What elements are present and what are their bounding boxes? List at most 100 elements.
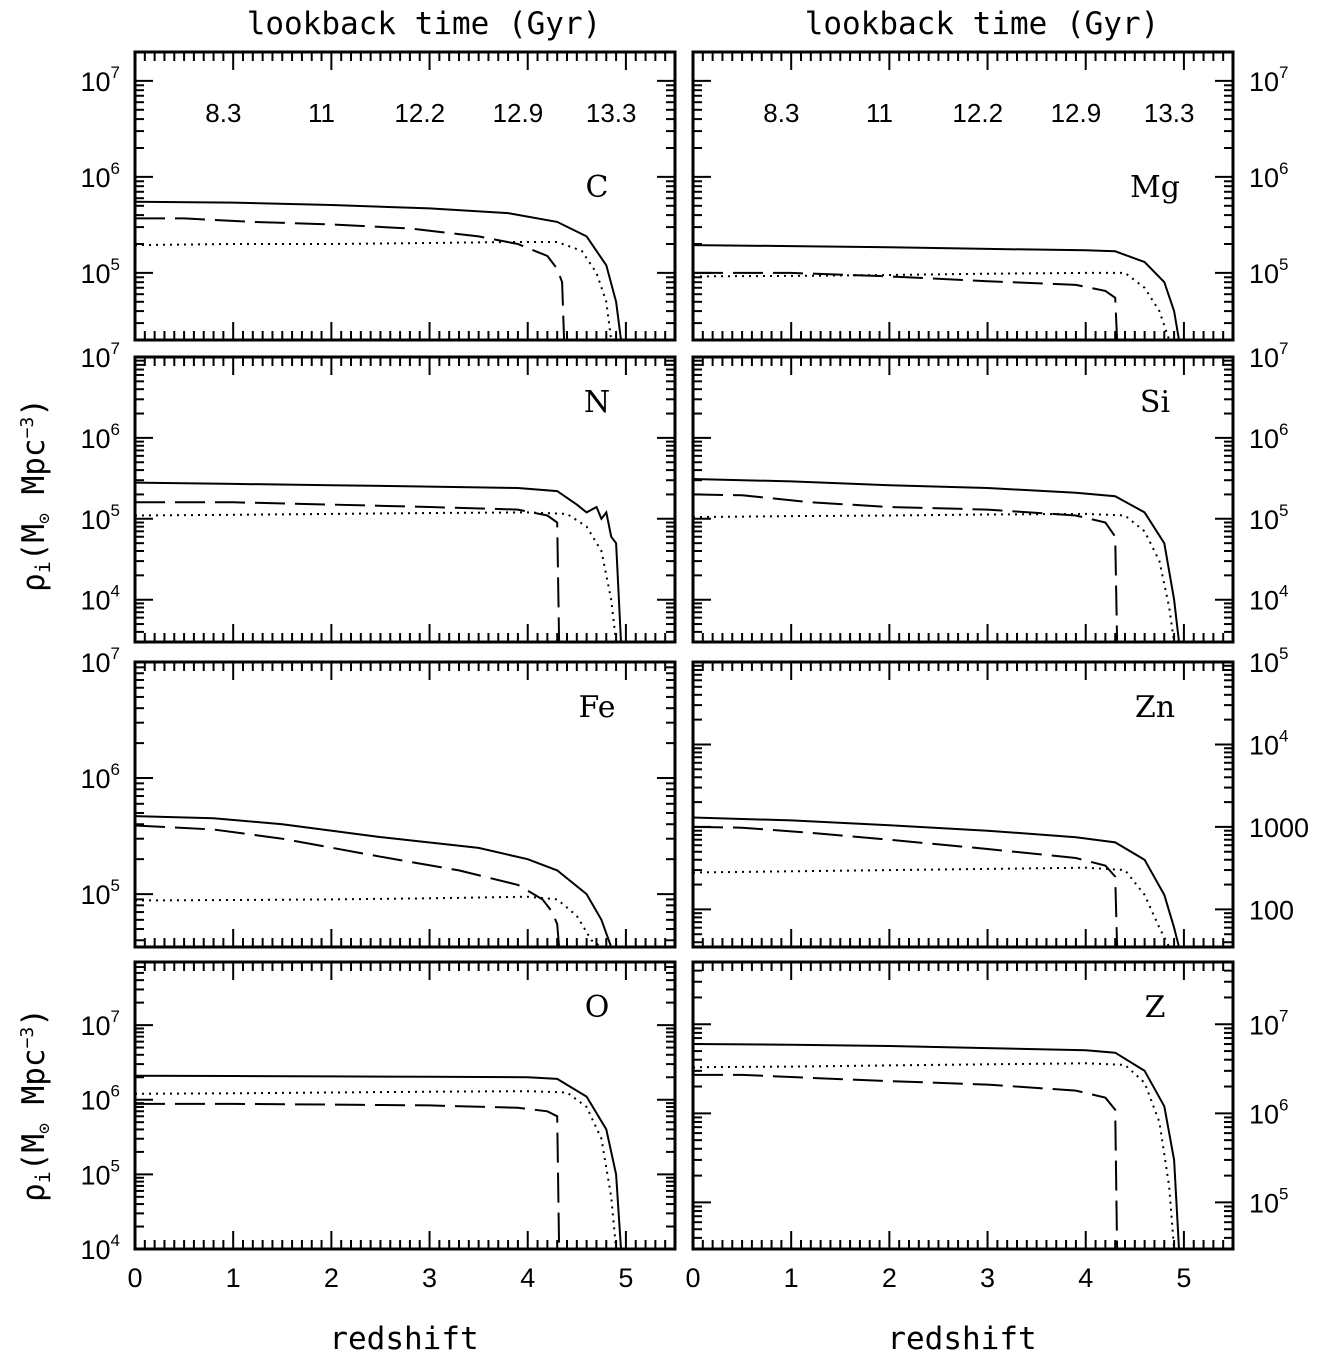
y-tick-label-exponent: 5 xyxy=(111,255,120,274)
ylabel-subscript: i xyxy=(31,1171,55,1183)
element-label: C xyxy=(586,170,609,205)
ylabel-subscript: i xyxy=(31,561,55,573)
y-tick-label-exponent: 6 xyxy=(111,760,120,779)
series-line-solid xyxy=(693,244,1180,340)
y-tick-label-base: 100 xyxy=(1249,895,1294,925)
y-tick-label-exponent: 7 xyxy=(1279,1006,1288,1025)
lookback-time-label: 11 xyxy=(308,98,335,128)
x-tick-label: 2 xyxy=(324,1263,339,1293)
series-line-dotted xyxy=(693,512,1176,642)
y-tick-label-exponent: 6 xyxy=(1279,159,1288,178)
y-tick-label: 106 xyxy=(80,1082,120,1116)
ylabel-exponent: −3 xyxy=(17,1027,38,1049)
y-tick-label: 104 xyxy=(80,1231,120,1265)
panel-frame xyxy=(133,660,677,949)
bottom-axis-title-right: redshift xyxy=(887,1321,1036,1357)
series-line-dotted xyxy=(693,1062,1176,1249)
ylabel-unit-open: (M xyxy=(16,1134,52,1171)
y-tick-label-exponent: 6 xyxy=(1279,1095,1288,1114)
y-tick-label: 104 xyxy=(1249,726,1289,760)
series-line-dotted xyxy=(693,866,1171,947)
y-tick-label-exponent: 4 xyxy=(111,582,120,601)
y-tick-label: 105 xyxy=(80,1156,120,1190)
y-tick-label: 106 xyxy=(1249,1095,1289,1129)
y-tick-label-exponent: 7 xyxy=(111,63,120,82)
panel-frame xyxy=(691,355,1235,644)
element-label: Mg xyxy=(1130,170,1180,205)
y-tick-label-exponent: 4 xyxy=(1279,582,1288,601)
series-line-solid xyxy=(693,816,1180,947)
y-tick-label: 107 xyxy=(1249,339,1289,373)
y-axis-title-upper: ρi(M⊙ Mpc−3) xyxy=(16,398,55,592)
y-tick-label: 100 xyxy=(1249,895,1294,925)
y-tick-label-exponent: 6 xyxy=(111,159,120,178)
y-tick-label: 105 xyxy=(1249,1184,1289,1218)
series-line-dotted xyxy=(135,511,618,642)
panel-frame xyxy=(691,50,1235,342)
lookback-time-label: 13.3 xyxy=(1144,98,1195,128)
y-tick-label: 104 xyxy=(80,582,120,616)
lookback-time-label: 13.3 xyxy=(586,98,637,128)
series-line-solid xyxy=(693,1043,1180,1249)
y-tick-label: 106 xyxy=(1249,420,1289,454)
x-tick-label: 0 xyxy=(127,1263,142,1293)
y-tick-label: 105 xyxy=(1249,501,1289,535)
y-tick-label-base: 10 xyxy=(1249,163,1279,193)
series-line-solid xyxy=(135,815,613,947)
y-axis-title-lower: ρi(M⊙ Mpc−3) xyxy=(16,1008,55,1202)
series-line-dashed xyxy=(693,825,1119,947)
x-tick-label: 4 xyxy=(520,1263,535,1293)
y-tick-label-base: 10 xyxy=(80,163,110,193)
y-tick-label: 107 xyxy=(80,1007,120,1041)
x-tick-label: 0 xyxy=(685,1263,700,1293)
y-tick-label: 106 xyxy=(80,159,120,193)
y-tick-label-base: 10 xyxy=(1249,1010,1279,1040)
series-line-dotted xyxy=(693,271,1171,340)
lookback-time-label: 12.2 xyxy=(394,98,445,128)
lookback-time-label: 12.9 xyxy=(493,98,544,128)
series-line-dotted xyxy=(135,1090,618,1249)
y-tick-label-base: 10 xyxy=(80,505,110,535)
ylabel-symbol: ρ xyxy=(16,573,52,592)
y-tick-label-base: 10 xyxy=(1249,1188,1279,1218)
y-tick-label-base: 10 xyxy=(80,1011,110,1041)
lookback-time-label: 8.3 xyxy=(763,98,799,128)
y-tick-label-base: 10 xyxy=(80,648,110,678)
x-tick-label: 1 xyxy=(226,1263,241,1293)
y-tick-label-exponent: 5 xyxy=(1279,501,1288,520)
y-tick-label-exponent: 5 xyxy=(111,876,120,895)
series-line-dotted xyxy=(135,241,613,340)
ylabel-unit-end: ) xyxy=(16,398,52,417)
series-line-solid xyxy=(693,478,1180,642)
element-label: Zn xyxy=(1135,690,1175,725)
y-tick-label-base: 10 xyxy=(80,880,110,910)
y-tick-label-base: 10 xyxy=(80,424,110,454)
series-line-solid xyxy=(135,481,622,642)
y-tick-label-base: 10 xyxy=(1249,424,1279,454)
x-tick-label: 1 xyxy=(784,1263,799,1293)
y-tick-label-exponent: 7 xyxy=(1279,63,1288,82)
series-line-solid xyxy=(135,1074,622,1249)
y-tick-label-exponent: 6 xyxy=(1279,420,1288,439)
x-tick-label: 4 xyxy=(1078,1263,1093,1293)
y-tick-label-base: 10 xyxy=(80,1086,110,1116)
y-tick-label: 107 xyxy=(80,339,120,373)
y-tick-label-base: 10 xyxy=(80,259,110,289)
y-tick-label-exponent: 4 xyxy=(111,1231,120,1250)
lookback-time-label: 12.9 xyxy=(1051,98,1102,128)
ylabel-unit: Mpc xyxy=(16,1048,52,1123)
y-tick-label: 107 xyxy=(80,63,120,97)
ylabel-sun: ⊙ xyxy=(34,513,55,524)
element-label: Z xyxy=(1145,990,1166,1025)
series-line-dashed xyxy=(693,1073,1119,1249)
y-tick-label-exponent: 5 xyxy=(1279,1184,1288,1203)
lookback-time-label: 8.3 xyxy=(205,98,241,128)
element-label: Fe xyxy=(579,690,616,725)
panel-frame xyxy=(133,960,677,1251)
y-tick-label: 106 xyxy=(1249,159,1289,193)
y-tick-label-base: 10 xyxy=(80,67,110,97)
